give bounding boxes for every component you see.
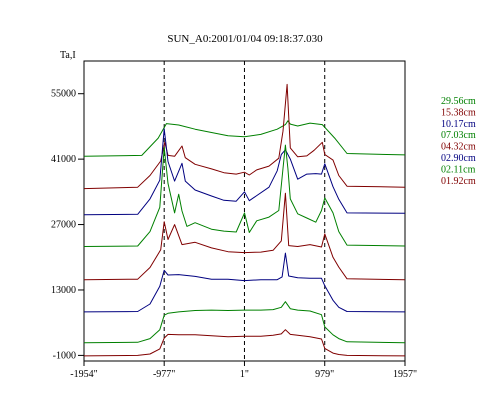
legend-item-10.17cm: 10.17cm	[441, 119, 476, 130]
legend-item-15.38cm: 15.38cm	[441, 107, 476, 118]
series-line-04.32cm	[83, 192, 406, 281]
x-axis-ticks: -1954" -977" 1" 979" 1957"	[70, 361, 417, 380]
y-tick-label-0: -1000	[53, 350, 76, 361]
x-tick-label-2: 1"	[240, 369, 249, 380]
legend-item-29.56cm: 29.56cm	[441, 96, 476, 107]
legend-item-02.11cm: 02.11cm	[441, 164, 476, 175]
x-tick-label-3: 979"	[315, 369, 334, 380]
y-tick-label-2: 27000	[51, 220, 76, 231]
legend-item-07.03cm: 07.03cm	[441, 130, 476, 141]
legend-item-04.32cm: 04.32cm	[441, 142, 476, 153]
x-tick-label-0: -1954"	[70, 369, 97, 380]
legend-item-01.92cm: 01.92cm	[441, 176, 476, 187]
series-line-10.17cm	[83, 128, 406, 216]
legend: 29.56cm15.38cm10.17cm07.03cm04.32cm02.90…	[441, 96, 476, 187]
y-tick-label-1: 13000	[51, 285, 76, 296]
reference-lines	[163, 61, 326, 361]
series-line-07.03cm	[83, 144, 406, 247]
legend-item-02.90cm: 02.90cm	[441, 153, 476, 164]
series-group	[83, 83, 406, 357]
chart-title: SUN_A0:2001/01/04 09:18:37.030	[167, 33, 323, 45]
x-tick-label-1: -977"	[153, 369, 175, 380]
y-tick-label-4: 55000	[51, 89, 76, 100]
series-line-29.56cm	[83, 120, 406, 157]
series-line-02.90cm	[83, 252, 406, 313]
y-tick-label-3: 41000	[51, 154, 76, 165]
series-line-01.92cm	[83, 329, 406, 357]
y-axis-label: Ta,I	[60, 50, 76, 61]
x-tick-label-4: 1957"	[393, 369, 417, 380]
y-axis-ticks: -1000 13000 27000 41000 55000	[51, 89, 84, 361]
series-line-02.11cm	[83, 301, 406, 344]
